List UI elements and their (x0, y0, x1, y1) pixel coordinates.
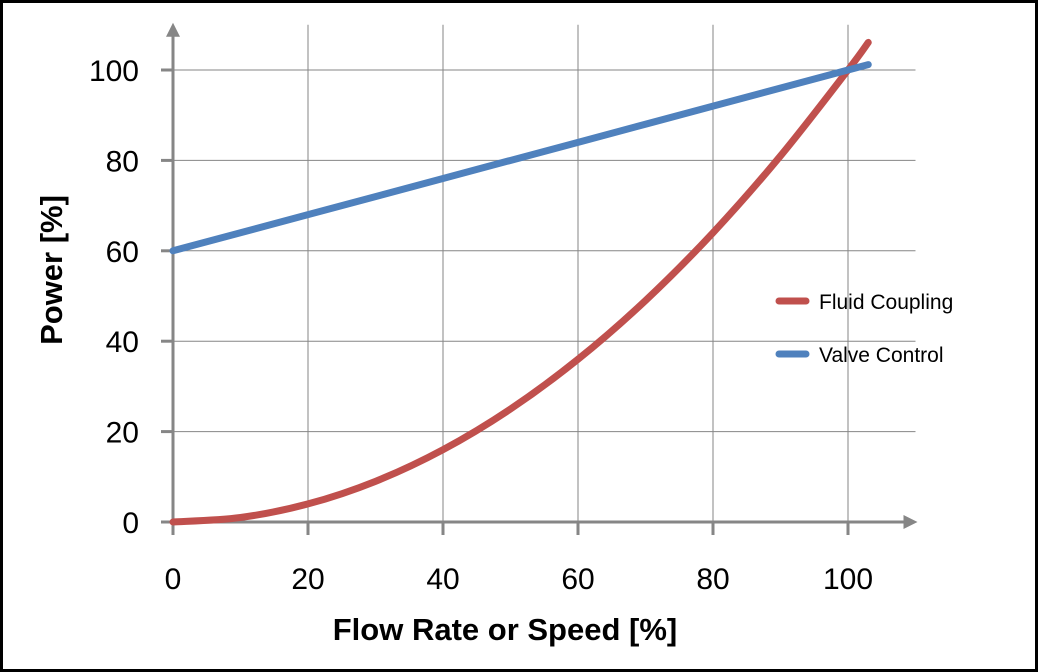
y-axis-arrow (166, 22, 180, 37)
y-tick-label: 0 (122, 507, 139, 540)
x-tick-labels: 0 20 40 60 80 100 (165, 563, 873, 596)
x-tick-label: 0 (165, 563, 182, 596)
y-axis-label: Power [%] (34, 195, 69, 345)
grid-lines (173, 24, 916, 522)
x-tick-label: 20 (291, 563, 324, 596)
y-tick-label: 20 (106, 417, 139, 450)
x-tick-label: 100 (823, 563, 873, 596)
series-lines (169, 38, 872, 526)
x-tick-label: 40 (426, 563, 459, 596)
axes (161, 22, 918, 535)
y-tick-label: 40 (106, 326, 139, 359)
series-line-valve-control (169, 61, 872, 255)
x-axis-arrow (903, 515, 918, 529)
series-line-fluid-coupling (169, 38, 872, 526)
y-tick-label: 60 (106, 236, 139, 269)
x-tick-label: 60 (561, 563, 594, 596)
y-tick-label: 80 (106, 145, 139, 178)
legend-label: Valve Control (819, 344, 944, 367)
x-tick-label: 80 (696, 563, 729, 596)
y-tick-label: 100 (89, 55, 139, 88)
legend: Fluid Coupling Valve Control (775, 291, 953, 367)
y-tick-labels: 0 20 40 60 80 100 (89, 55, 139, 540)
x-axis-label: Flow Rate or Speed [%] (333, 612, 677, 647)
legend-label: Fluid Coupling (819, 291, 953, 314)
